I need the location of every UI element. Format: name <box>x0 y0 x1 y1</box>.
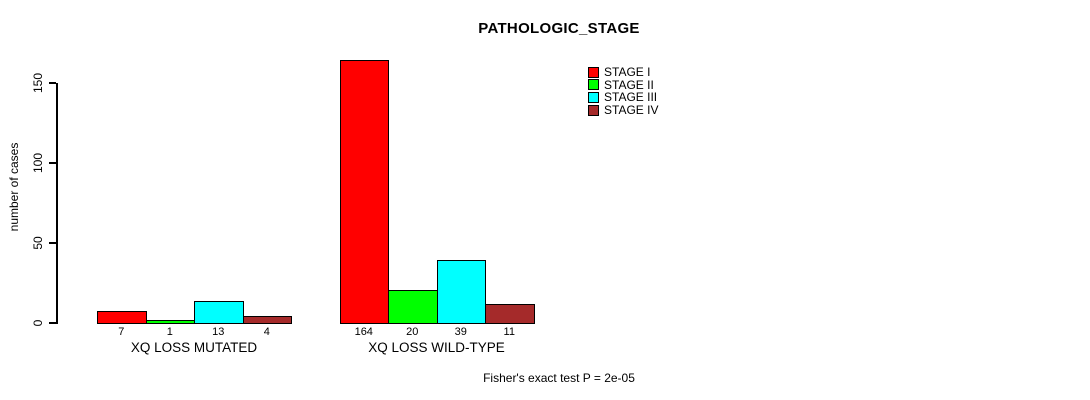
legend-swatch-icon <box>588 104 599 116</box>
bar-value-label: 11 <box>503 326 515 338</box>
legend-swatch-icon <box>588 66 599 78</box>
bar-value-label: 7 <box>118 326 125 338</box>
bar-stage-i <box>97 310 147 324</box>
y-axis-tick <box>49 322 56 324</box>
legend-item: STAGE I <box>588 65 651 79</box>
legend-item-label: STAGE IV <box>604 103 659 118</box>
bar-stage-iii <box>436 259 486 324</box>
legend-item-label: STAGE III <box>604 90 658 105</box>
annotation-text: Fisher's exact test P = 2e-05 <box>483 371 635 385</box>
y-axis-title: number of cases <box>7 142 21 232</box>
y-axis-tick <box>49 242 56 244</box>
bar-value-label: 1 <box>166 326 173 338</box>
y-axis-line <box>56 83 58 324</box>
chart-title: PATHOLOGIC_STAGE <box>478 20 640 37</box>
y-axis-tick-label: 100 <box>31 152 45 174</box>
legend-swatch-icon <box>588 91 599 103</box>
bar-value-label: 164 <box>354 326 373 338</box>
group-label: XQ LOSS WILD-TYPE <box>368 340 505 355</box>
bar-stage-ii <box>145 320 195 324</box>
group-label: XQ LOSS MUTATED <box>130 340 258 355</box>
legend-item-label: STAGE I <box>604 65 651 79</box>
legend-item-label: STAGE II <box>604 77 654 92</box>
bar-value-label: 39 <box>454 326 467 338</box>
bar-stage-iv <box>242 315 292 324</box>
bar-value-label: 4 <box>263 326 270 338</box>
legend-item: STAGE II <box>588 77 654 92</box>
bar-stage-iii <box>194 301 244 324</box>
y-axis-tick <box>49 82 56 84</box>
legend-item: STAGE III <box>588 90 658 105</box>
y-axis-tick-label: 50 <box>31 236 45 250</box>
bar-stage-iv <box>485 304 535 324</box>
bar-value-label: 13 <box>212 326 225 338</box>
legend-item: STAGE IV <box>588 103 659 118</box>
y-axis-tick-label: 0 <box>31 319 45 327</box>
bar-stage-ii <box>388 290 438 324</box>
y-axis-tick-label: 150 <box>31 72 45 94</box>
bar-value-label: 20 <box>406 326 419 338</box>
legend-swatch-icon <box>588 79 599 91</box>
bar-stage-i <box>339 59 389 324</box>
y-axis-tick <box>49 162 56 164</box>
